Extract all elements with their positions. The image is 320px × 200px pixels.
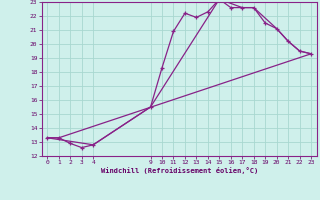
X-axis label: Windchill (Refroidissement éolien,°C): Windchill (Refroidissement éolien,°C) [100,167,258,174]
